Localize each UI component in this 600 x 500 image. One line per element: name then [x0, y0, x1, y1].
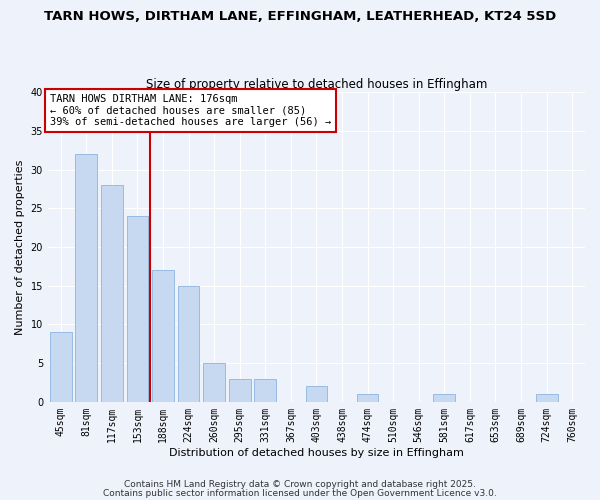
Text: TARN HOWS, DIRTHAM LANE, EFFINGHAM, LEATHERHEAD, KT24 5SD: TARN HOWS, DIRTHAM LANE, EFFINGHAM, LEAT…: [44, 10, 556, 23]
Bar: [254, 378, 276, 402]
Bar: [101, 185, 123, 402]
Bar: [178, 286, 199, 402]
Bar: [203, 363, 225, 402]
Text: Contains public sector information licensed under the Open Government Licence v3: Contains public sector information licen…: [103, 488, 497, 498]
Bar: [50, 332, 71, 402]
Text: TARN HOWS DIRTHAM LANE: 176sqm
← 60% of detached houses are smaller (85)
39% of : TARN HOWS DIRTHAM LANE: 176sqm ← 60% of …: [50, 94, 331, 127]
Bar: [433, 394, 455, 402]
Bar: [127, 216, 148, 402]
Bar: [229, 378, 251, 402]
Bar: [76, 154, 97, 402]
Bar: [357, 394, 379, 402]
Text: Contains HM Land Registry data © Crown copyright and database right 2025.: Contains HM Land Registry data © Crown c…: [124, 480, 476, 489]
Bar: [152, 270, 174, 402]
Bar: [305, 386, 328, 402]
Title: Size of property relative to detached houses in Effingham: Size of property relative to detached ho…: [146, 78, 487, 91]
X-axis label: Distribution of detached houses by size in Effingham: Distribution of detached houses by size …: [169, 448, 464, 458]
Bar: [536, 394, 557, 402]
Y-axis label: Number of detached properties: Number of detached properties: [15, 160, 25, 334]
